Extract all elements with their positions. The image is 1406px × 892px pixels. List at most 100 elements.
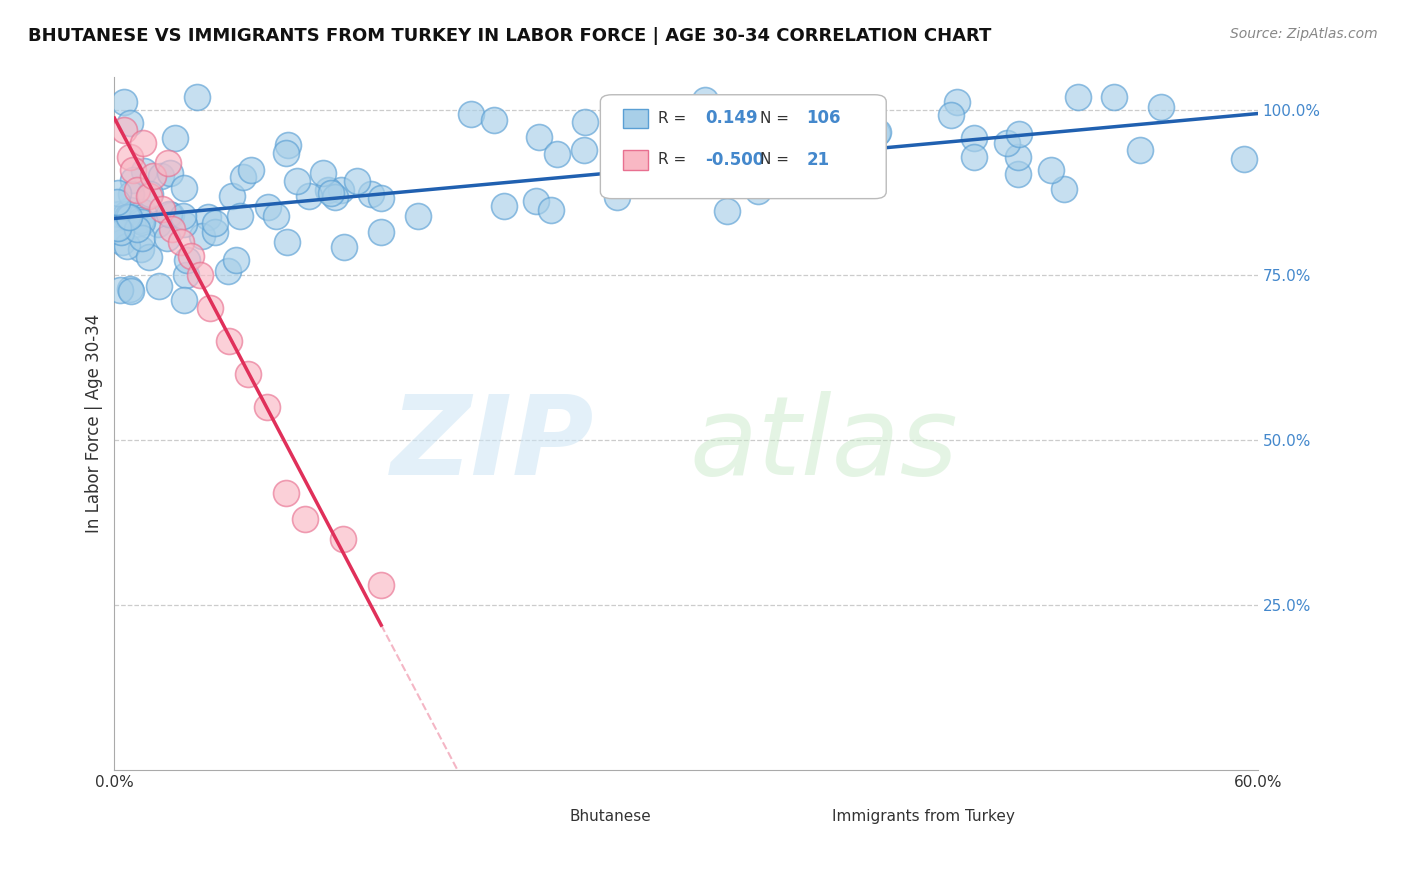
Point: [1053, 182, 1076, 196]
Point: [163, 131, 186, 145]
Point: [939, 108, 962, 122]
Point: [494, 199, 516, 213]
Point: [333, 239, 356, 253]
Text: Source: ZipAtlas.com: Source: ZipAtlas.com: [1230, 27, 1378, 41]
Point: [156, 156, 179, 170]
Point: [274, 146, 297, 161]
Point: [105, 221, 128, 235]
Point: [107, 220, 129, 235]
Point: [266, 209, 288, 223]
Point: [129, 212, 152, 227]
FancyBboxPatch shape: [600, 95, 886, 199]
Point: [866, 125, 889, 139]
FancyBboxPatch shape: [623, 150, 648, 169]
Point: [122, 162, 145, 177]
Y-axis label: In Labor Force | Age 30-34: In Labor Force | Age 30-34: [86, 314, 103, 533]
FancyBboxPatch shape: [794, 806, 824, 827]
Point: [731, 130, 754, 145]
Point: [118, 202, 141, 217]
Point: [294, 512, 316, 526]
Point: [287, 174, 309, 188]
Point: [160, 222, 183, 236]
Point: [204, 225, 226, 239]
Point: [852, 122, 875, 136]
Point: [370, 192, 392, 206]
Point: [1067, 90, 1090, 104]
Point: [117, 210, 139, 224]
Point: [110, 225, 132, 239]
Point: [482, 112, 505, 127]
Point: [118, 150, 141, 164]
Point: [134, 164, 156, 178]
Point: [574, 115, 596, 129]
Point: [527, 130, 550, 145]
Text: R =: R =: [658, 111, 690, 126]
Point: [127, 183, 149, 197]
Point: [107, 186, 129, 200]
Point: [191, 229, 214, 244]
Point: [277, 138, 299, 153]
Point: [132, 204, 155, 219]
Point: [298, 188, 321, 202]
Point: [218, 334, 240, 349]
Point: [105, 195, 128, 210]
Point: [112, 123, 135, 137]
Point: [540, 202, 562, 217]
Point: [963, 131, 986, 145]
Point: [180, 248, 202, 262]
Point: [768, 176, 790, 190]
Point: [360, 186, 382, 201]
Point: [406, 209, 429, 223]
Point: [197, 210, 219, 224]
Point: [173, 181, 195, 195]
Point: [172, 209, 194, 223]
Point: [346, 173, 368, 187]
Point: [370, 578, 392, 592]
Point: [229, 209, 252, 223]
Point: [149, 169, 172, 183]
Point: [1007, 150, 1029, 164]
Point: [256, 200, 278, 214]
Point: [127, 221, 149, 235]
Point: [159, 166, 181, 180]
Point: [204, 216, 226, 230]
Point: [963, 151, 986, 165]
Text: atlas: atlas: [689, 391, 957, 498]
Point: [256, 401, 278, 415]
Point: [524, 194, 547, 208]
Point: [1007, 167, 1029, 181]
Point: [146, 217, 169, 231]
Point: [138, 189, 160, 203]
Point: [139, 186, 162, 201]
Point: [716, 203, 738, 218]
Point: [118, 116, 141, 130]
Point: [606, 190, 628, 204]
Point: [276, 235, 298, 250]
Text: N =: N =: [761, 111, 794, 126]
Point: [546, 147, 568, 161]
Text: 106: 106: [806, 110, 841, 128]
Point: [787, 123, 810, 137]
Point: [316, 183, 339, 197]
Point: [111, 235, 134, 249]
Point: [693, 93, 716, 107]
Point: [120, 187, 142, 202]
Point: [239, 162, 262, 177]
Point: [232, 170, 254, 185]
Point: [995, 136, 1018, 151]
Point: [115, 207, 138, 221]
Point: [112, 95, 135, 110]
Point: [173, 217, 195, 231]
Point: [186, 90, 208, 104]
Text: Immigrants from Turkey: Immigrants from Turkey: [832, 809, 1015, 824]
Point: [332, 532, 354, 546]
Point: [176, 253, 198, 268]
Point: [647, 150, 669, 164]
Point: [120, 284, 142, 298]
Point: [236, 368, 259, 382]
Point: [572, 144, 595, 158]
Text: -0.500: -0.500: [706, 151, 765, 169]
Point: [117, 239, 139, 253]
Point: [148, 279, 170, 293]
Point: [150, 202, 173, 217]
